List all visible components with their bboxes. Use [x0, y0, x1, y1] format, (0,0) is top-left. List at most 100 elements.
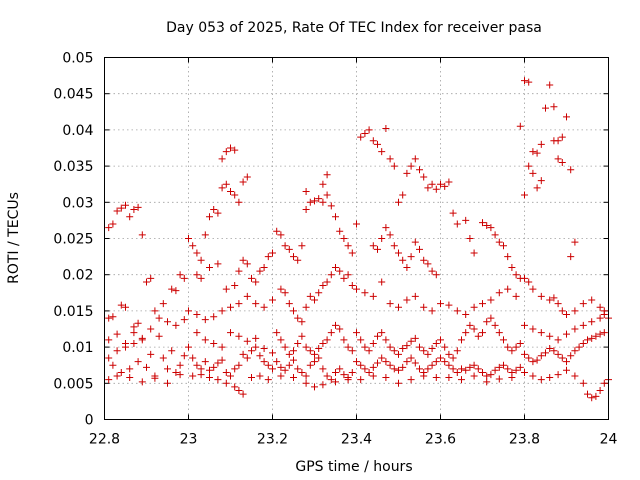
- data-point: [416, 166, 423, 174]
- data-point: [558, 307, 566, 315]
- data-point: [147, 325, 155, 333]
- data-point: [134, 319, 142, 327]
- data-point: [222, 379, 230, 387]
- data-point: [365, 126, 373, 134]
- data-point: [290, 356, 297, 364]
- data-point: [437, 336, 444, 344]
- data-point: [491, 366, 499, 374]
- data-point: [504, 285, 512, 293]
- data-point: [315, 195, 323, 203]
- data-point: [134, 358, 142, 366]
- data-point: [491, 321, 499, 329]
- data-point: [516, 363, 524, 371]
- data-point: [588, 394, 596, 402]
- data-point: [332, 368, 339, 376]
- data-point: [113, 372, 121, 380]
- data-point: [487, 296, 495, 304]
- data-point: [369, 137, 377, 145]
- data-point: [558, 158, 566, 166]
- data-point: [218, 343, 226, 351]
- data-point: [521, 274, 528, 282]
- data-point: [462, 366, 470, 374]
- data-point: [277, 363, 285, 371]
- data-point: [521, 350, 528, 358]
- data-point: [239, 256, 247, 264]
- data-point: [479, 368, 486, 376]
- data-point: [105, 354, 113, 362]
- data-point: [172, 321, 180, 329]
- data-point: [126, 213, 134, 221]
- data-point: [470, 325, 478, 333]
- data-point: [332, 321, 339, 329]
- data-point: [420, 303, 428, 311]
- data-point: [550, 103, 558, 111]
- data-point: [554, 336, 562, 344]
- data-point: [453, 368, 461, 376]
- data-point: [411, 238, 419, 246]
- data-point: [546, 81, 554, 89]
- data-point: [428, 361, 436, 369]
- data-point: [323, 336, 331, 344]
- data-point: [407, 376, 415, 384]
- data-point: [521, 77, 528, 85]
- data-point: [239, 178, 247, 186]
- data-point: [361, 289, 369, 297]
- data-point: [512, 271, 520, 279]
- x-tick-label: 23.2: [257, 432, 288, 448]
- y-tick-label: 0.05: [62, 51, 93, 67]
- y-tick-label: 0.025: [53, 232, 93, 248]
- data-point: [138, 334, 146, 342]
- data-point: [395, 350, 402, 358]
- data-point: [495, 329, 503, 337]
- data-point: [403, 263, 411, 271]
- data-point: [109, 220, 117, 228]
- data-point: [479, 300, 486, 308]
- data-point: [588, 334, 596, 342]
- data-point: [353, 285, 360, 293]
- data-point: [285, 361, 293, 369]
- data-point: [600, 307, 608, 315]
- data-point: [411, 292, 419, 300]
- data-point: [193, 361, 201, 369]
- data-point: [428, 180, 436, 188]
- data-point: [340, 235, 348, 242]
- data-point: [231, 383, 239, 391]
- data-point: [201, 231, 209, 239]
- data-point: [466, 363, 474, 371]
- data-point: [550, 294, 558, 302]
- data-point: [117, 204, 125, 212]
- data-point: [374, 332, 381, 340]
- data-point: [306, 292, 314, 300]
- data-point: [588, 318, 596, 326]
- data-point: [315, 354, 323, 362]
- data-point: [353, 358, 360, 366]
- data-point: [180, 274, 188, 282]
- data-point: [130, 206, 138, 214]
- data-point: [462, 311, 470, 319]
- x-tick-label: 23.8: [509, 432, 540, 448]
- data-point: [277, 336, 285, 344]
- data-point: [227, 303, 234, 311]
- data-point: [365, 347, 373, 355]
- y-tick-label: 0.005: [53, 376, 93, 392]
- data-point: [285, 300, 293, 308]
- data-point: [483, 378, 491, 386]
- chart-title: Day 053 of 2025, Rate Of TEC Index for r…: [166, 20, 542, 36]
- data-point: [340, 336, 348, 344]
- y-tick-label: 0: [85, 413, 94, 429]
- data-point: [382, 124, 390, 132]
- data-point: [109, 313, 117, 321]
- data-point: [479, 219, 486, 227]
- data-point: [563, 311, 570, 319]
- y-tick-label: 0.03: [62, 195, 93, 211]
- data-point: [550, 137, 558, 145]
- y-tick-label: 0.04: [62, 123, 93, 139]
- data-point: [445, 301, 453, 309]
- data-point: [197, 371, 205, 379]
- data-point: [529, 148, 537, 156]
- data-point: [109, 361, 117, 369]
- data-point: [382, 358, 390, 366]
- data-point: [474, 365, 482, 373]
- data-point: [525, 354, 533, 362]
- data-point: [319, 381, 327, 389]
